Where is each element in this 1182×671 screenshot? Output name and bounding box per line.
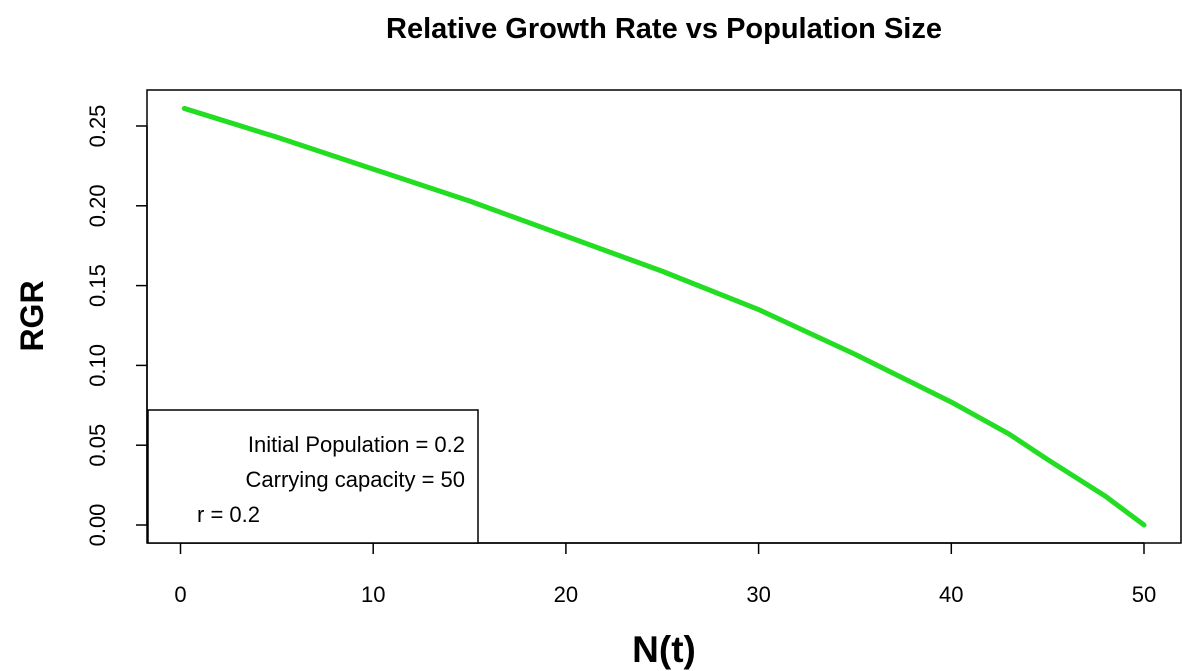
- x-tick-label: 20: [554, 582, 578, 607]
- x-tick-label: 30: [746, 582, 770, 607]
- series-layer: [181, 105, 1147, 528]
- y-tick-label: 0.25: [85, 105, 110, 148]
- y-axis-label: RGR: [14, 280, 50, 351]
- x-axis: 0 10 20 30 40 50: [174, 542, 1156, 607]
- y-tick-label: 0.15: [85, 264, 110, 307]
- chart-title: Relative Growth Rate vs Population Size: [386, 13, 942, 45]
- y-tick-label: 0.20: [85, 184, 110, 227]
- y-tick-label: 0.05: [85, 424, 110, 467]
- x-tick-label: 40: [939, 582, 963, 607]
- x-axis-label: N(t): [632, 629, 696, 670]
- series-line: [181, 105, 1147, 528]
- x-tick-label: 10: [361, 582, 385, 607]
- y-tick-label: 0.10: [85, 344, 110, 387]
- legend: Initial Population = 0.2 Carrying capaci…: [147, 409, 479, 544]
- x-tick-label: 50: [1132, 582, 1156, 607]
- y-tick-label: 0.00: [85, 504, 110, 547]
- legend-line-carrying-capacity: Carrying capacity = 50: [246, 467, 466, 492]
- x-tick-label: 0: [174, 582, 186, 607]
- y-axis: 0.00 0.05 0.10 0.15 0.20 0.25: [85, 105, 148, 547]
- legend-line-r: r = 0.2: [197, 502, 260, 527]
- legend-line-initial-population: Initial Population = 0.2: [248, 432, 465, 457]
- legend-box: [147, 409, 479, 544]
